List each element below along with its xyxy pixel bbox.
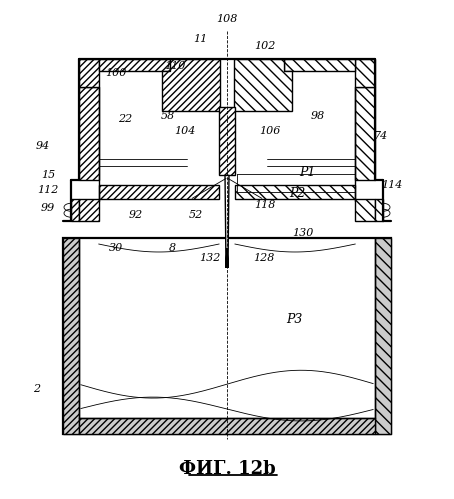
Polygon shape bbox=[375, 238, 391, 434]
Text: 22: 22 bbox=[118, 114, 133, 124]
Text: 118: 118 bbox=[254, 200, 276, 210]
Text: 30: 30 bbox=[109, 243, 123, 253]
Polygon shape bbox=[79, 59, 99, 87]
Text: 11: 11 bbox=[193, 34, 207, 44]
Polygon shape bbox=[63, 238, 391, 434]
Polygon shape bbox=[79, 418, 375, 434]
Polygon shape bbox=[235, 186, 355, 199]
Polygon shape bbox=[99, 59, 170, 71]
Polygon shape bbox=[163, 59, 220, 111]
Text: 92: 92 bbox=[128, 210, 143, 220]
Text: 104: 104 bbox=[175, 126, 196, 136]
Polygon shape bbox=[355, 87, 375, 181]
Polygon shape bbox=[355, 199, 375, 221]
Text: 132: 132 bbox=[199, 253, 221, 263]
Text: 2: 2 bbox=[33, 384, 40, 394]
Text: 112: 112 bbox=[37, 185, 59, 196]
Text: 106: 106 bbox=[259, 126, 281, 136]
Text: 114: 114 bbox=[381, 181, 403, 191]
Text: P2: P2 bbox=[289, 187, 306, 200]
Text: 128: 128 bbox=[253, 253, 275, 263]
Text: 98: 98 bbox=[311, 111, 325, 121]
Polygon shape bbox=[99, 186, 219, 199]
Polygon shape bbox=[234, 59, 291, 111]
Text: 130: 130 bbox=[292, 228, 313, 238]
Text: 110: 110 bbox=[165, 61, 186, 71]
Polygon shape bbox=[63, 238, 79, 434]
Text: 100: 100 bbox=[105, 68, 126, 78]
Text: 94: 94 bbox=[36, 141, 50, 151]
Text: 102: 102 bbox=[254, 41, 276, 51]
Polygon shape bbox=[225, 176, 229, 268]
Polygon shape bbox=[219, 107, 235, 176]
Text: 99: 99 bbox=[41, 203, 55, 213]
Text: P1: P1 bbox=[299, 166, 316, 179]
Polygon shape bbox=[284, 59, 355, 71]
Text: 108: 108 bbox=[216, 14, 238, 24]
Text: 8: 8 bbox=[169, 243, 176, 253]
Polygon shape bbox=[355, 59, 375, 87]
Text: 52: 52 bbox=[189, 210, 203, 220]
Text: 74: 74 bbox=[374, 131, 388, 141]
Polygon shape bbox=[71, 199, 79, 221]
Text: P3: P3 bbox=[286, 313, 303, 326]
Text: 58: 58 bbox=[161, 111, 176, 121]
Polygon shape bbox=[79, 199, 99, 221]
Text: ФИГ. 12b: ФИГ. 12b bbox=[178, 460, 276, 478]
Polygon shape bbox=[79, 87, 99, 181]
Polygon shape bbox=[375, 199, 383, 221]
Text: 15: 15 bbox=[41, 171, 55, 181]
